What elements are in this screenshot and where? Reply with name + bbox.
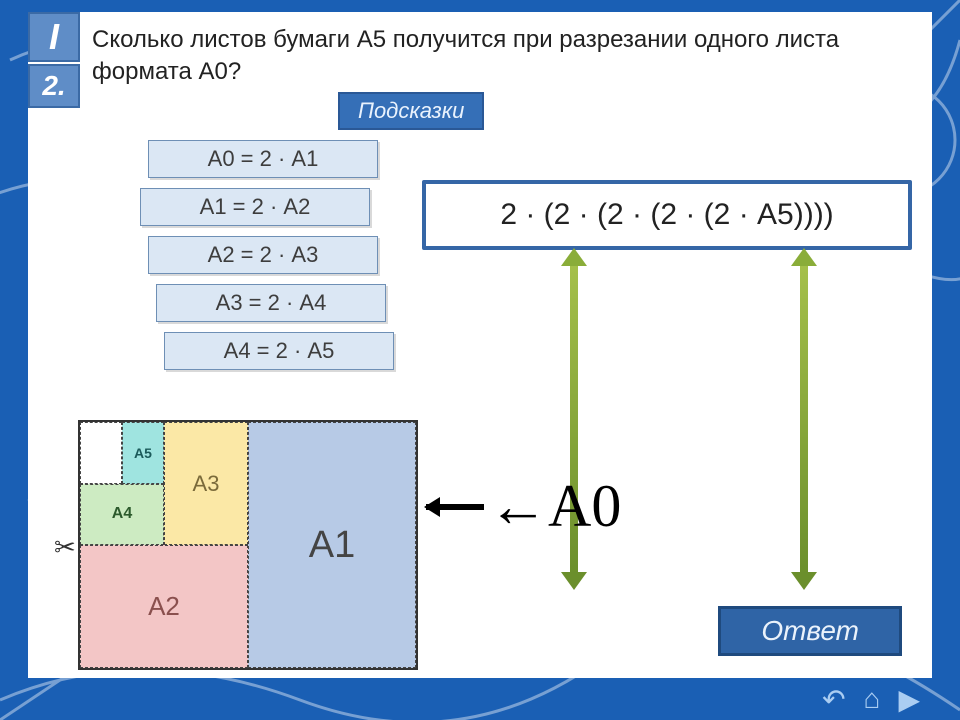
diagram-a5-blank xyxy=(80,422,122,484)
relation-box-3: А3 = 2 · А4 xyxy=(156,284,386,322)
paper-diagram: А1 А2 А3 А4 А5 xyxy=(78,420,418,670)
diagram-a1: А1 xyxy=(248,422,416,668)
content-area: I 2. Сколько листов бумаги А5 получится … xyxy=(28,12,932,678)
diagram-a5: А5 xyxy=(122,422,164,484)
relation-box-4: А4 = 2 · А5 xyxy=(164,332,394,370)
nav-back-icon[interactable]: ↶ xyxy=(822,683,845,716)
nav-icons: ↶ ⌂ ▶ xyxy=(822,683,920,716)
diagram-a4: А4 xyxy=(80,484,164,546)
answer-button[interactable]: Ответ xyxy=(718,606,902,656)
relation-box-0: А0 = 2 · А1 xyxy=(148,140,378,178)
diagram-a2: А2 xyxy=(80,545,248,668)
relation-box-2: А2 = 2 · А3 xyxy=(148,236,378,274)
section-badge-number: 2. xyxy=(28,64,80,108)
scissors-icon: ✂ xyxy=(54,532,76,563)
question-text: Сколько листов бумаги А5 получится при р… xyxy=(92,24,908,89)
hints-button[interactable]: Подсказки xyxy=(338,92,484,130)
a0-pointer-arrow xyxy=(426,504,484,510)
nav-next-icon[interactable]: ▶ xyxy=(898,683,920,716)
section-badge-roman: I xyxy=(28,12,80,62)
diagram-a3: А3 xyxy=(164,422,248,545)
a0-label: ←А0 xyxy=(488,472,621,541)
connector-arrow-right xyxy=(800,264,808,574)
nav-home-icon[interactable]: ⌂ xyxy=(864,683,881,716)
formula-box: 2 · (2 · (2 · (2 · (2 · А5)))) xyxy=(422,180,912,250)
relation-box-1: А1 = 2 · А2 xyxy=(140,188,370,226)
